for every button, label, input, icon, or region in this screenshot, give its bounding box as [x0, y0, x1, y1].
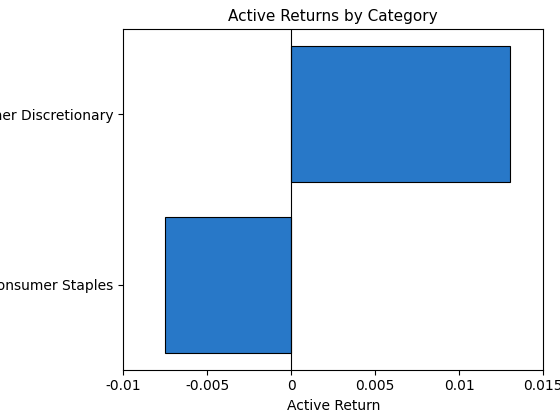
Bar — [165, 217, 291, 352]
X-axis label: Active Return: Active Return — [287, 399, 380, 413]
Bar — [291, 46, 510, 182]
Title: Active Returns by Category: Active Returns by Category — [228, 9, 438, 24]
